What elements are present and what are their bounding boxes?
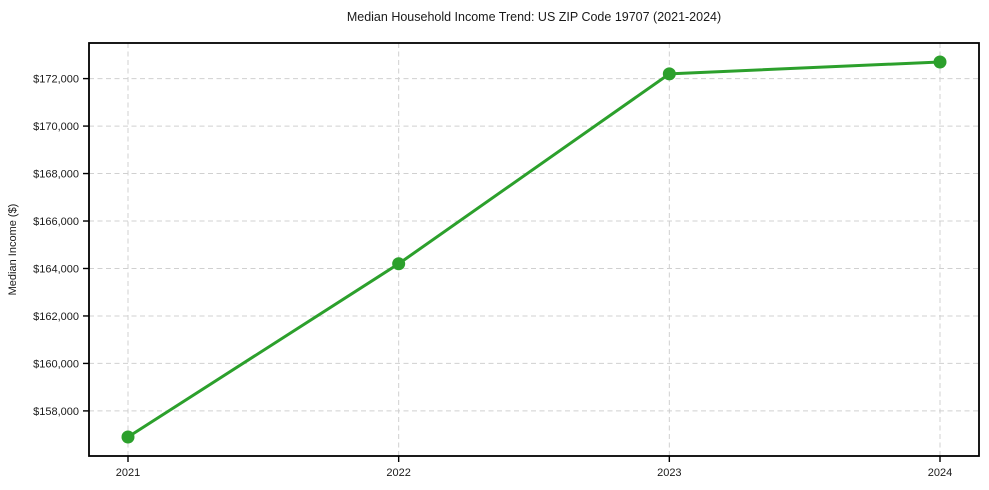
x-tick-label: 2023: [657, 467, 681, 479]
y-tick-label: $170,000: [33, 121, 79, 133]
plot-border: [88, 42, 980, 457]
y-tick-label: $166,000: [33, 216, 79, 228]
x-tick-label: 2024: [928, 467, 952, 479]
axis-ticks: [83, 77, 941, 462]
data-point: [662, 67, 676, 81]
y-tick-label: $168,000: [33, 169, 79, 181]
data-point: [121, 430, 135, 444]
data-point: [392, 257, 406, 271]
data-series: [121, 55, 947, 444]
x-tick-label: 2022: [386, 467, 410, 479]
x-tick-label: 2021: [116, 467, 140, 479]
y-tick-label: $172,000: [33, 74, 79, 86]
y-tick-labels: $158,000 $160,000 $162,000 $164,000 $166,000…: [33, 74, 79, 418]
chart-title: Median Household Income Trend: US ZIP Co…: [347, 10, 721, 24]
gridlines: [89, 43, 979, 456]
y-axis-label: Median Income ($): [7, 204, 19, 296]
data-point: [933, 55, 947, 69]
series-line: [126, 60, 942, 439]
y-tick-label: $164,000: [33, 263, 79, 275]
y-tick-label: $158,000: [33, 406, 79, 418]
y-tick-label: $160,000: [33, 358, 79, 370]
x-tick-labels: 2021 2022 2023 2024: [116, 467, 952, 479]
y-tick-label: $162,000: [33, 311, 79, 323]
